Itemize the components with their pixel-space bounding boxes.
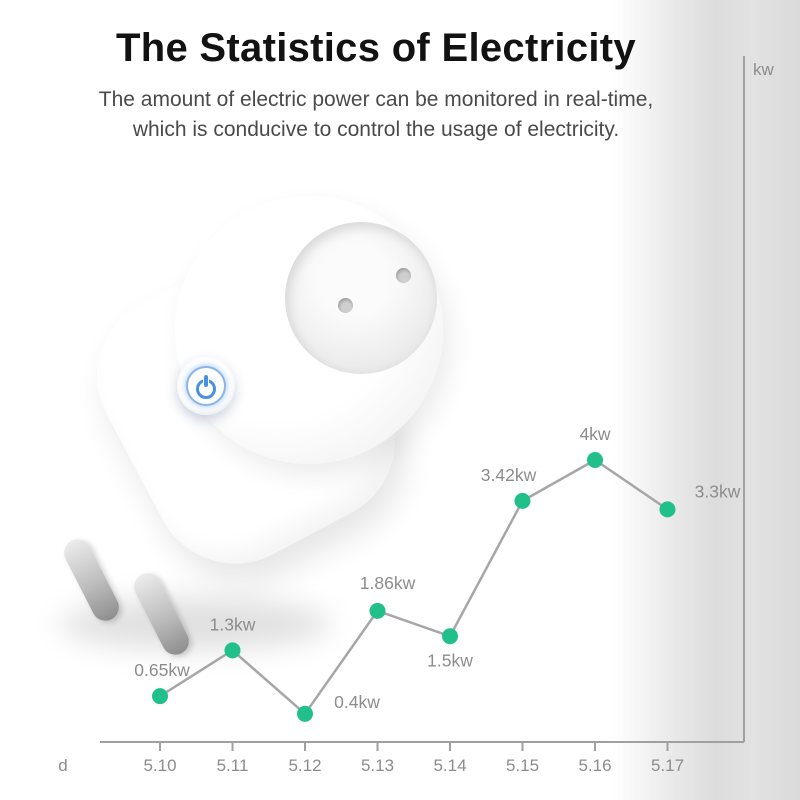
x-tick-label: 5.11	[217, 756, 249, 775]
power-button-ring	[186, 366, 226, 406]
data-point-label: 0.4kw	[334, 692, 380, 712]
header: The Statistics of Electricity The amount…	[0, 26, 752, 146]
x-tick-label: 5.10	[143, 756, 176, 775]
x-tick-label: 5.14	[433, 756, 466, 775]
power-button	[177, 357, 235, 415]
x-axis-unit-label: d	[58, 756, 67, 775]
data-point	[587, 452, 603, 468]
data-point-label: 4kw	[579, 424, 610, 444]
page-subtitle: The amount of electric power can be moni…	[0, 85, 752, 146]
subtitle-line-2: which is conducive to control the usage …	[132, 118, 620, 142]
socket-hole	[338, 298, 353, 313]
socket-recess	[285, 222, 437, 374]
x-tick-label: 5.16	[578, 756, 611, 775]
data-point	[152, 688, 168, 705]
power-icon	[196, 375, 216, 399]
socket-hole	[396, 268, 411, 283]
x-tick-label: 5.12	[288, 756, 321, 775]
data-point	[297, 705, 313, 722]
x-tick-label: 5.15	[506, 756, 539, 775]
x-tick-label: 5.13	[361, 756, 394, 775]
page-title: The Statistics of Electricity	[116, 26, 636, 70]
subtitle-line-1: The amount of electric power can be moni…	[98, 88, 654, 111]
data-point	[514, 492, 531, 509]
smart-plug-illustration	[40, 180, 500, 680]
